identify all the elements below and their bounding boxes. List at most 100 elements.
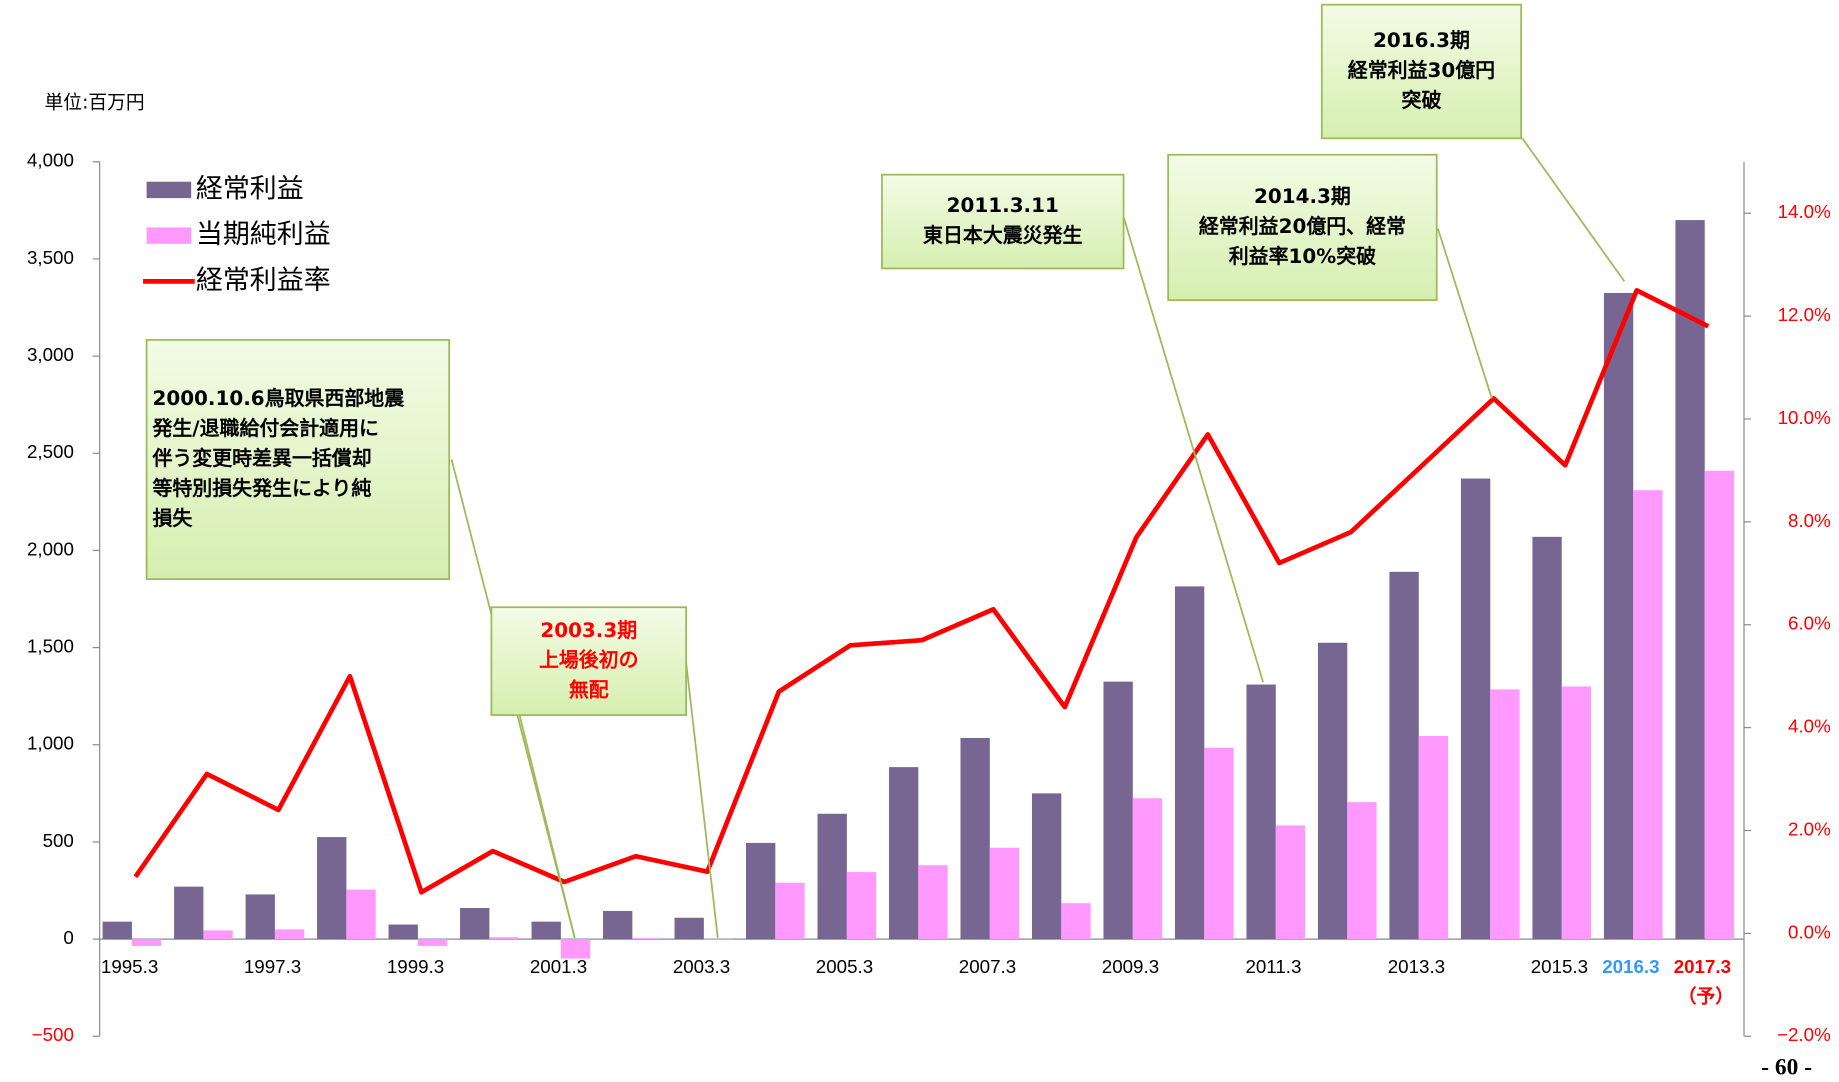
bar [531, 921, 561, 940]
bar [1603, 292, 1634, 940]
unit-label: 単位:百万円 [45, 92, 145, 114]
y-tick-label: 0 [63, 927, 73, 948]
bar [1317, 642, 1348, 940]
bar [1132, 798, 1163, 940]
bar [1031, 793, 1062, 940]
bar [245, 894, 275, 940]
annotation-text: 2014.3期 [1254, 185, 1351, 208]
bar [1418, 736, 1449, 940]
legend-swatch [146, 227, 192, 244]
annotation-text: 利益率10%突破 [1229, 244, 1376, 268]
bar [1174, 586, 1205, 940]
bar [1633, 490, 1663, 940]
annotation-text: 経常利益20億円、経常 [1199, 214, 1406, 238]
y2-tick-label: 0.0% [1788, 921, 1831, 942]
bar [1532, 536, 1562, 940]
y-tick-label: 4,000 [27, 150, 74, 171]
annotation-text: 2003.3期 [540, 619, 637, 642]
bar [960, 737, 990, 940]
y-tick-label: 500 [43, 830, 74, 851]
annotation-text: 損失 [152, 506, 193, 530]
bar [1061, 903, 1091, 940]
x-tick-label: 2007.3 [959, 956, 1016, 977]
y2-tick-label: 8.0% [1788, 510, 1831, 531]
annotation-leader [685, 662, 719, 938]
bar [346, 889, 376, 940]
bar [703, 939, 734, 941]
y-tick-label: 2,500 [27, 441, 74, 462]
bar [489, 937, 519, 940]
bar [817, 813, 847, 940]
annotation-text: 2016.3期 [1373, 29, 1470, 52]
bar [889, 767, 919, 940]
bar [1675, 220, 1705, 940]
bar [102, 921, 132, 940]
page-number: - 60 - [1761, 1054, 1812, 1080]
y2-tick-label: 2.0% [1788, 818, 1831, 839]
bar [1204, 747, 1234, 940]
bar [317, 837, 347, 940]
bar [131, 939, 162, 946]
x-tick-label: 1995.3 [101, 956, 158, 977]
bar [274, 929, 305, 940]
bar [674, 917, 704, 940]
bar [603, 910, 633, 940]
annotation-box [1167, 153, 1438, 301]
annotation-text: 2011.3.11 [947, 194, 1059, 217]
y2-tick-label: 12.0% [1778, 304, 1831, 325]
annotation-box [1320, 3, 1523, 140]
annotation-leader [518, 714, 576, 939]
annotation-text: 上場後初の [539, 648, 639, 672]
x-tick-label: 2009.3 [1102, 956, 1159, 977]
annotation-box [881, 173, 1125, 270]
annotation-text: 2000.10.6鳥取県西部地震 [152, 386, 405, 410]
y-tick-label: 1,000 [27, 733, 74, 754]
y2-tick-label: −2.0% [1777, 1024, 1831, 1045]
bar [989, 847, 1020, 940]
bar [203, 930, 233, 940]
line-series [133, 288, 1710, 895]
annotation-leader [1122, 216, 1264, 683]
bar [1460, 478, 1491, 940]
bar [388, 924, 418, 940]
x-tick-label: 2001.3 [530, 956, 587, 977]
y2-tick-label: 14.0% [1778, 201, 1831, 222]
annotation-box [490, 606, 687, 716]
y-tick-label: 3,500 [27, 247, 74, 268]
x-tick-note: （予） [1678, 985, 1734, 1007]
y-tick-label: −500 [32, 1024, 74, 1045]
x-tick-label: 2016.3 [1602, 956, 1659, 977]
annotation-leader [1521, 137, 1626, 282]
x-tick-label: 1999.3 [387, 956, 444, 977]
bar [1704, 470, 1735, 940]
bar [174, 886, 204, 940]
bar [1490, 689, 1520, 940]
bar [1275, 825, 1306, 940]
annotation-text: 発生/退職給付会計適用に [151, 416, 378, 440]
annotation-text: 経常利益30億円 [1348, 58, 1495, 82]
legend-swatch [146, 181, 192, 199]
bar [1246, 684, 1276, 940]
bar [775, 882, 805, 940]
bar [846, 872, 877, 940]
bar [1103, 681, 1133, 940]
x-tick-label: 2017.3 [1674, 956, 1731, 977]
bar [1561, 686, 1592, 940]
legend-label: 経常利益率 [196, 265, 331, 296]
y2-tick-label: 6.0% [1788, 613, 1831, 634]
bar [918, 865, 948, 940]
x-tick-label: 2013.3 [1388, 956, 1445, 977]
bar [460, 908, 490, 940]
legend-label: 当期純利益 [196, 219, 331, 250]
annotation-leader [1437, 228, 1493, 399]
x-tick-label: 2005.3 [816, 956, 873, 977]
bar [560, 939, 591, 959]
y-tick-label: 1,500 [27, 636, 74, 657]
y2-tick-label: 4.0% [1788, 716, 1831, 737]
annotation-text: 伴う変更時差異一括償却 [151, 446, 371, 470]
bar [632, 938, 662, 940]
annotation-text: 無配 [569, 678, 609, 702]
y-tick-label: 2,000 [27, 538, 74, 559]
x-tick-label: 2011.3 [1245, 956, 1301, 977]
